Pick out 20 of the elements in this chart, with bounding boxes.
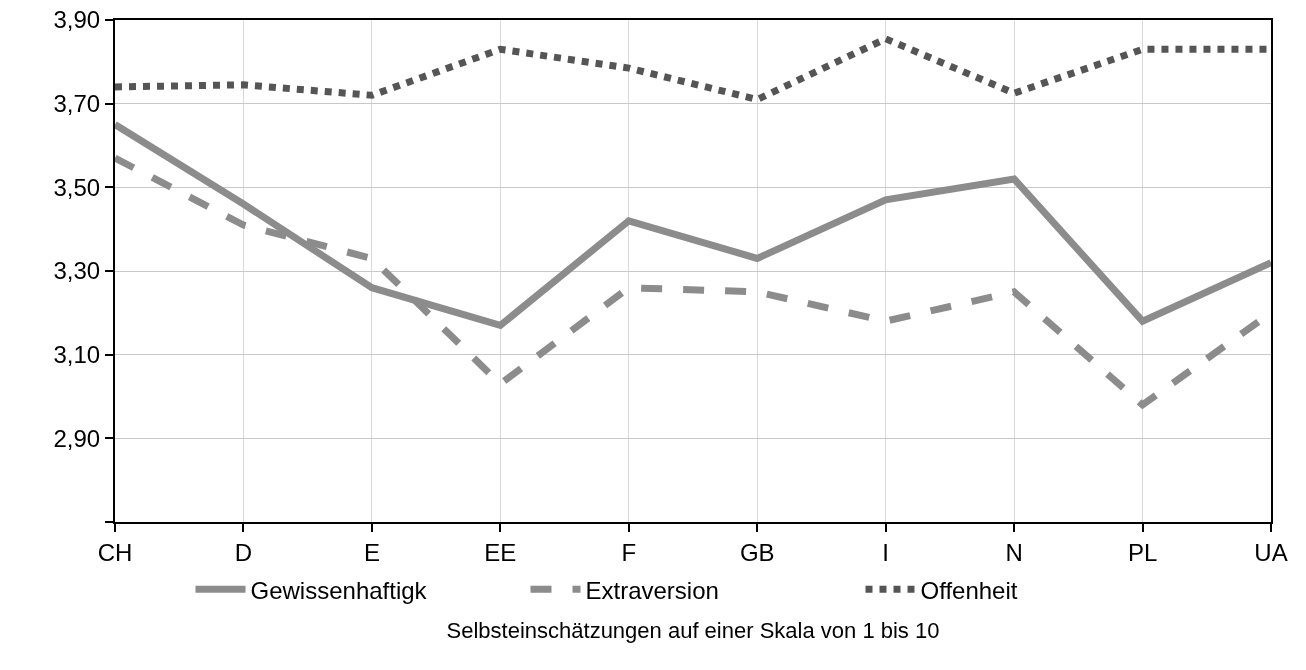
x-tick-label: D (234, 538, 253, 566)
legend-label: Offenheit (920, 576, 1018, 604)
x-tick-label: GB (739, 538, 775, 566)
y-tick-label: 3,90 (53, 6, 101, 34)
y-tick-label: 3,50 (53, 173, 101, 201)
y-tick-label: 3,30 (53, 257, 101, 285)
x-tick-label: EE (484, 538, 517, 566)
x-tick-label: UA (1254, 538, 1288, 566)
legend-label: Gewissenhaftigk (250, 576, 428, 604)
y-tick-label: 3,70 (53, 90, 101, 118)
y-tick-label: 3,10 (53, 341, 101, 369)
x-tick-label: PL (1127, 538, 1158, 566)
x-tick-label: E (363, 538, 380, 566)
x-axis-title: Selbsteinschätzungen auf einer Skala von 1 bis 10 (446, 618, 940, 644)
x-tick-label: N (1005, 538, 1023, 566)
x-tick-label: I (882, 538, 890, 566)
x-tick-label: CH (97, 538, 133, 566)
legend-label: Extraversion (585, 576, 719, 604)
y-tick-label: 2,90 (53, 424, 101, 452)
x-tick-label: F (621, 538, 637, 566)
